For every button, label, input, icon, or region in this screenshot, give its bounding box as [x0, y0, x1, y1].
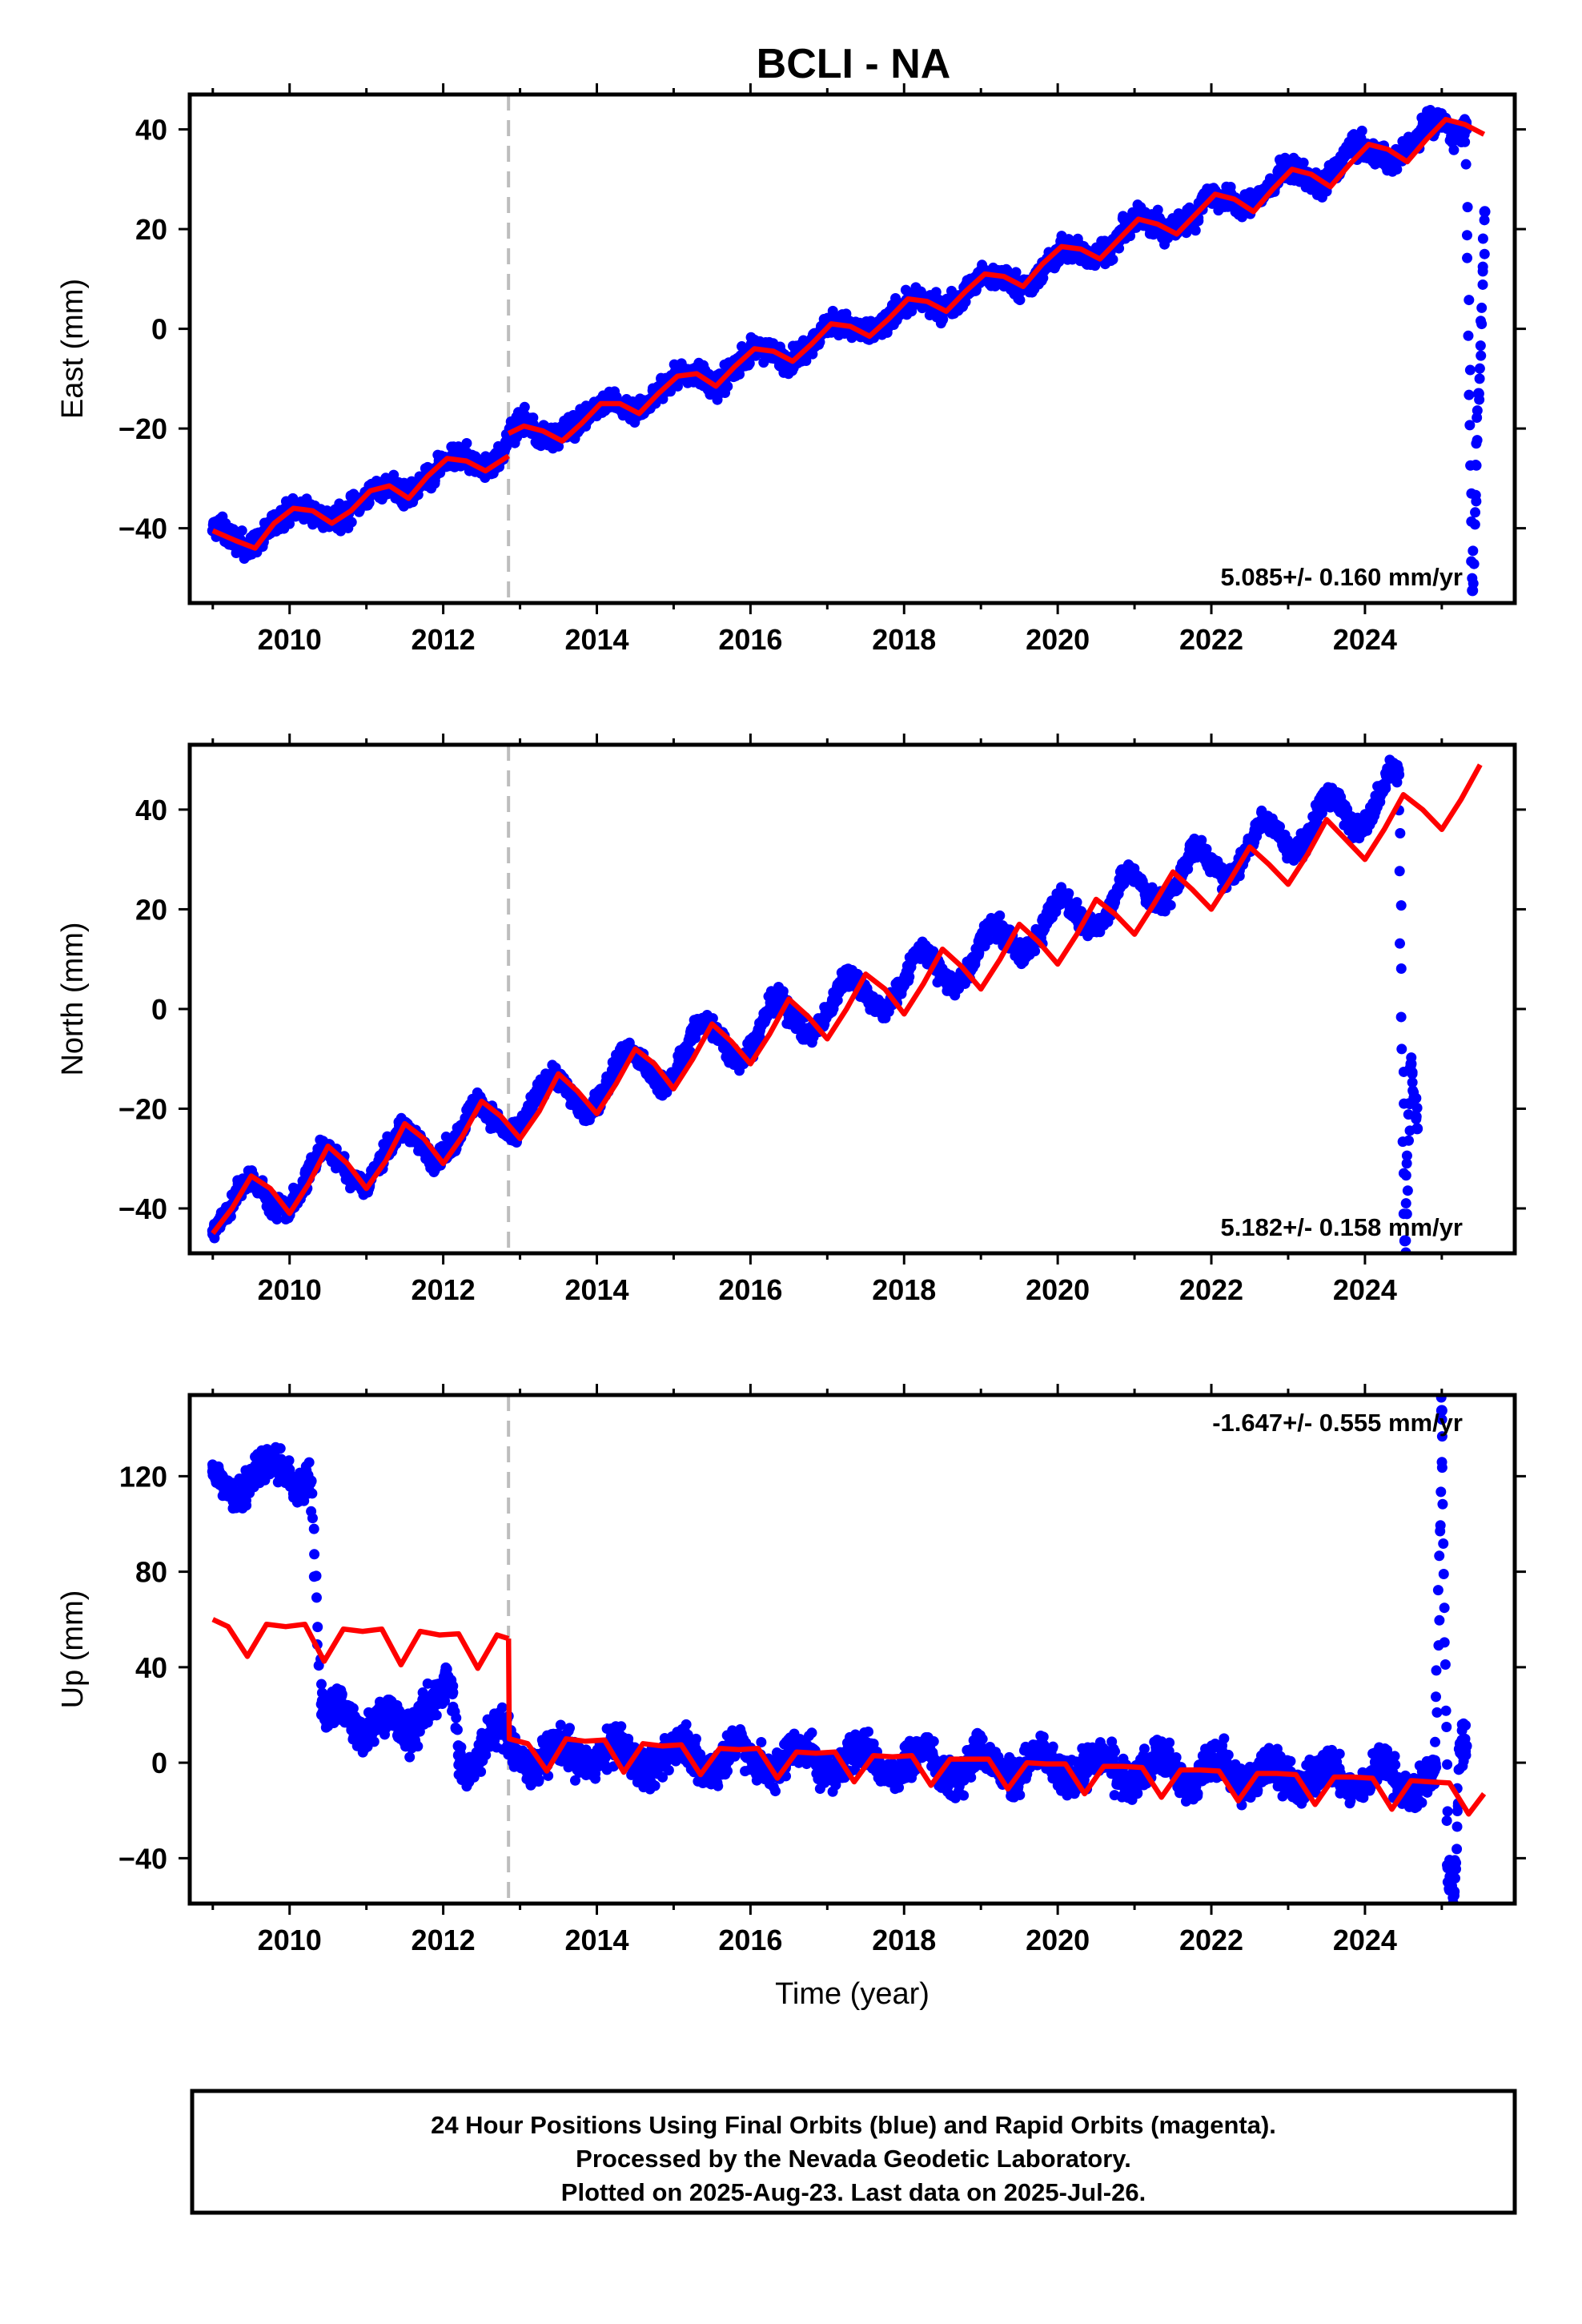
data-point: [428, 474, 440, 486]
data-point: [1469, 519, 1480, 530]
point-cloud: [207, 754, 1423, 1253]
data-point: [1479, 206, 1491, 218]
data-point: [1462, 202, 1473, 213]
data-point: [1460, 159, 1472, 170]
data-point: [1152, 204, 1163, 215]
data-point: [1476, 350, 1487, 361]
data-point: [1461, 230, 1472, 241]
panel-0: 2010 2012 2014 2016 2018 2020 2022 2024 −40 −20 0 2…: [56, 0, 1526, 656]
data-point: [1014, 295, 1026, 306]
x-tick-label: 2016: [718, 623, 782, 656]
data-point: [1462, 252, 1473, 263]
data-point: [1477, 233, 1488, 244]
data-point: [1448, 144, 1460, 155]
data-point: [519, 401, 530, 412]
x-tick-label: 2014: [564, 623, 628, 656]
data-point: [1474, 373, 1485, 384]
y-tick-label: 0: [151, 313, 167, 346]
x-tick-label: 2012: [412, 623, 476, 656]
data-point: [1030, 276, 1042, 288]
data-point: [346, 517, 357, 528]
data-point: [461, 437, 472, 448]
data-point: [1464, 364, 1476, 376]
data-point: [1010, 267, 1022, 278]
data-point: [1464, 295, 1475, 306]
data-point: [213, 517, 225, 529]
plot-area: [207, 0, 1491, 603]
data-point: [1468, 545, 1479, 557]
y-tick-label: −20: [118, 412, 167, 445]
data-point: [1474, 363, 1485, 374]
data-point: [983, 935, 994, 946]
data-point: [520, 415, 532, 427]
y-tick-label: 40: [135, 114, 167, 147]
data-point: [1479, 215, 1490, 226]
data-point: [1472, 388, 1484, 400]
data-point: [1338, 151, 1350, 163]
data-point: [1477, 261, 1488, 272]
y-axis-title: East (mm): [56, 279, 90, 419]
data-point: [1476, 319, 1488, 330]
data-point: [1472, 405, 1483, 416]
data-point: [1159, 230, 1171, 242]
data-point: [1464, 389, 1475, 400]
velocity-label: 5.085+/- 0.160 mm/yr: [1221, 563, 1463, 591]
data-point: [1190, 225, 1201, 236]
data-point: [1064, 0, 1075, 6]
data-point: [1468, 558, 1480, 569]
x-tick-label: 2010: [258, 623, 322, 656]
x-tick-label: 2020: [1026, 623, 1090, 656]
data-point: [994, 910, 1006, 921]
point-cloud: [207, 0, 1491, 597]
data-point: [1356, 125, 1367, 136]
data-point: [1467, 585, 1479, 597]
data-point: [1479, 248, 1490, 259]
x-tick-label: 2024: [1333, 623, 1397, 656]
data-point: [1477, 279, 1488, 290]
data-point: [1298, 157, 1309, 168]
model-curve-0: [211, 453, 510, 551]
data-point: [553, 440, 564, 452]
data-point: [207, 0, 219, 6]
x-tick-label: 2022: [1179, 623, 1243, 656]
data-point: [829, 0, 841, 6]
data-point: [1475, 340, 1486, 352]
panels: 2010 2012 2014 2016 2018 2020 2022 2024 −40 −20 0 2…: [56, 0, 1526, 2011]
data-point: [1470, 507, 1481, 518]
model-curve-1: [507, 116, 1486, 444]
data-point: [1480, 0, 1491, 6]
y-tick-label: −40: [118, 513, 167, 545]
data-point: [1470, 489, 1481, 501]
data-point: [606, 392, 618, 404]
data-point: [1460, 136, 1471, 147]
data-point: [1476, 302, 1488, 313]
data-point: [1411, 133, 1423, 145]
plot-frame: [187, 92, 1517, 605]
panel-1: 2010 2012 2014 2016 2018 2020 2022 2024−40−2002…: [56, 734, 1526, 1306]
data-point: [1464, 420, 1476, 431]
data-point: [459, 448, 471, 460]
data-point: [769, 1008, 780, 1019]
plot-area: [207, 745, 1483, 1253]
data-point: [1470, 459, 1481, 470]
data-point: [1472, 435, 1483, 446]
data-point: [1467, 573, 1478, 584]
chart-title: BCLI - NA: [757, 41, 951, 87]
data-point: [271, 1214, 283, 1225]
y-tick-label: 20: [135, 213, 167, 246]
data-point: [236, 525, 247, 537]
data-point: [1463, 330, 1474, 341]
x-tick-label: 2018: [872, 623, 936, 656]
